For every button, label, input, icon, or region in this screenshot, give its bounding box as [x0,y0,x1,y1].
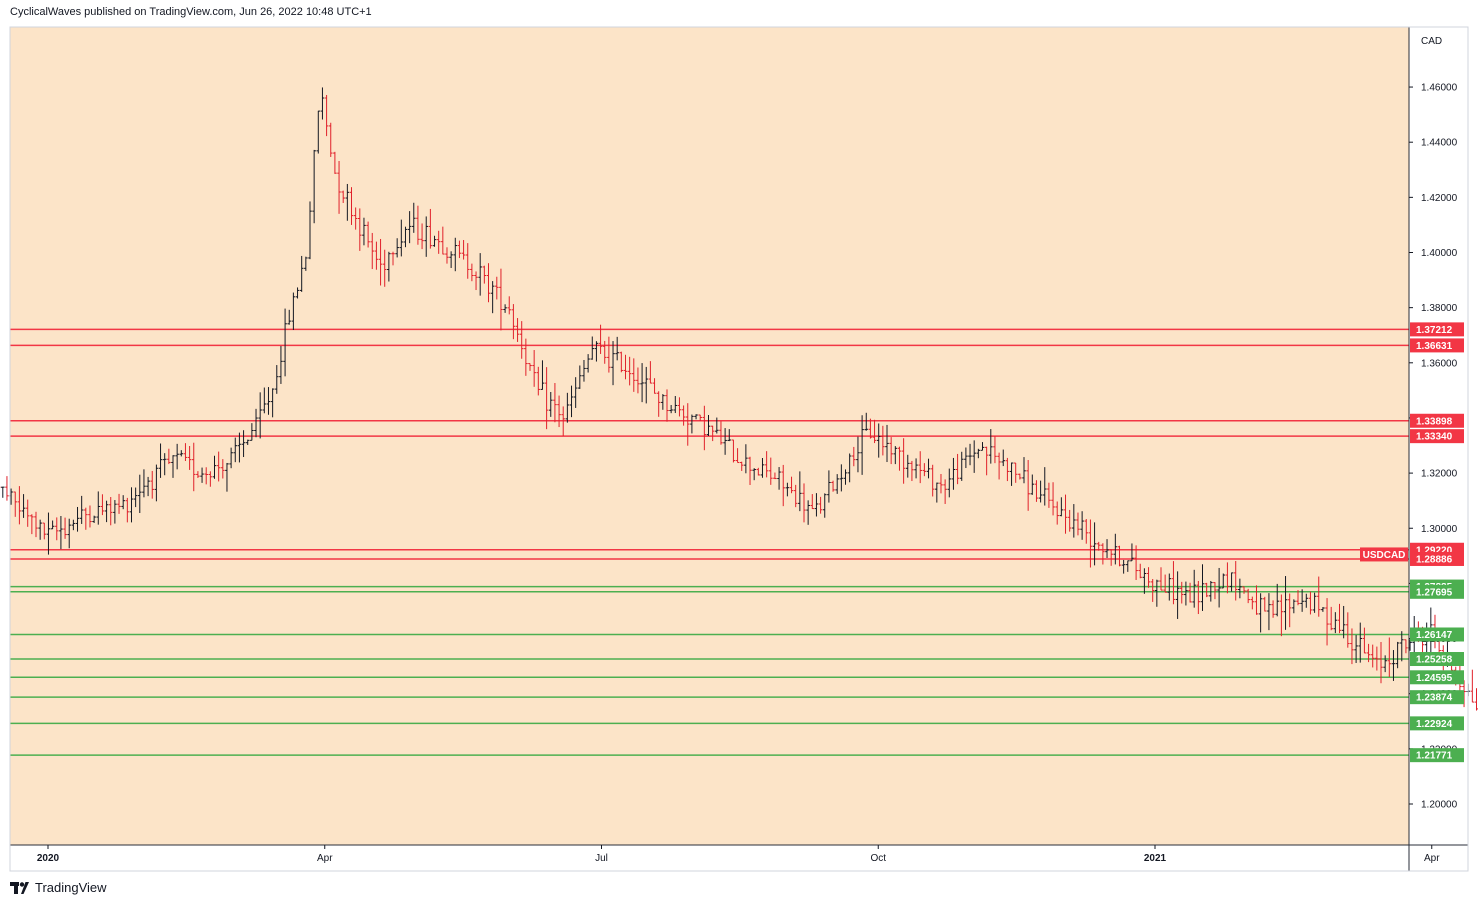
tradingview-logo-icon [10,881,29,894]
price-tick-label: 1.44000 [1421,138,1458,149]
level-tag-label: 1.22924 [1416,719,1453,730]
level-tag-label: 1.33898 [1416,416,1453,427]
time-tick-label: 2021 [1144,853,1167,864]
time-tick-label: Jul [595,853,608,864]
price-tick-label: 1.42000 [1421,193,1458,204]
level-tag-label: 1.25258 [1416,655,1453,666]
level-tag [1410,627,1464,642]
price-tick-label: 1.38000 [1421,303,1458,314]
level-tag [1410,322,1464,337]
level-tag [1410,690,1464,705]
chart-frame [9,26,1469,872]
level-tag-label: 1.27695 [1416,587,1453,598]
time-axis-panel [10,845,1468,871]
level-tag [1410,716,1464,731]
time-tick-label: Apr [317,853,333,864]
level-tag-label: 1.37212 [1416,325,1453,336]
time-tick-label: 2020 [37,853,60,864]
footer-brand[interactable]: TradingView [10,880,107,895]
price-tick-label: 1.30000 [1421,524,1458,535]
price-tick-label: 1.32000 [1421,469,1458,480]
level-tag-label: 1.29220 [1416,545,1453,556]
level-tag-label: 1.21771 [1416,751,1453,762]
level-tag-label: 1.24595 [1416,673,1453,684]
level-tag [1410,338,1464,353]
time-axis[interactable]: 2020AprJulOct2021AprJulOct2022AprJulOct2… [37,845,1478,864]
price-bars [0,87,1478,711]
price-tick-label: 1.46000 [1421,83,1458,94]
level-tag-label: 1.26147 [1416,630,1453,641]
symbol-tag[interactable] [1360,547,1408,562]
price-tick-label: 1.40000 [1421,248,1458,259]
brand-name: TradingView [35,880,107,895]
price-tick-label: 1.20000 [1421,800,1458,811]
level-tag [1410,551,1464,566]
level-tag-label: 1.36631 [1416,341,1453,352]
level-tag [1410,670,1464,685]
time-tick-label: Apr [1424,853,1440,864]
level-tag [1410,652,1464,667]
time-tick-label: Oct [870,853,886,864]
level-tag-label: 1.33340 [1416,432,1453,443]
level-tag [1410,748,1464,763]
publish-info: CyclicalWaves published on TradingView.c… [10,6,372,18]
level-tag [1410,584,1464,599]
level-tag [1410,429,1464,444]
level-tag-label: 1.28886 [1416,554,1453,565]
level-tag [1410,413,1464,428]
level-tag-label: 1.23874 [1416,693,1453,704]
horizontal-levels [10,328,1409,756]
symbol-tag-label: USDCAD [1363,550,1406,561]
price-axis[interactable]: 1.200001.220001.240001.260001.280001.300… [1360,83,1464,811]
currency-label: CAD [1421,36,1442,47]
price-tick-label: 1.36000 [1421,358,1458,369]
